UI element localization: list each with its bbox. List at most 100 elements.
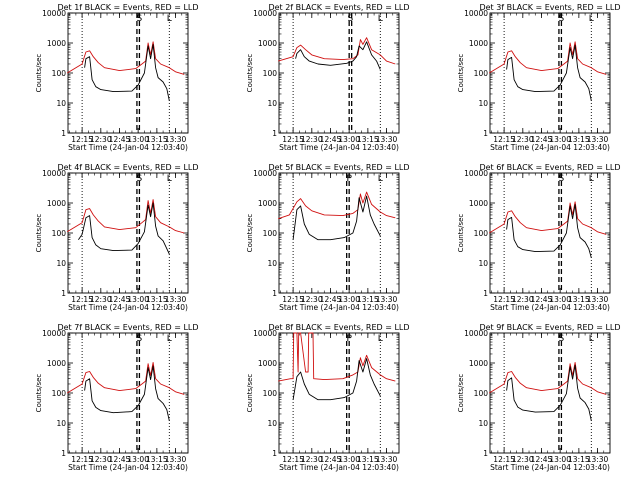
lld-series-line [66,199,185,234]
y-tick-label: 1 [61,289,66,298]
lld-series-line [488,201,607,235]
x-tick-label: 13:00 [338,455,360,464]
panel-1: Det 1f BLACK = Events, RED = LLD 1 10 100 10… [35,3,199,152]
plot-frame [67,12,189,134]
lld-series-line [66,361,185,395]
x-tick-label: 13:15 [146,295,168,304]
panel-4: Det 4f BLACK = Events, RED = LLD 1 10 100 10… [35,163,199,312]
panel-title: Det 6f BLACK = Events, RED = LLD [479,163,620,172]
lld-series-line [488,41,607,75]
plot-frame [489,332,611,454]
events-series-line [292,358,381,401]
y-axis-title: Counts/sec [246,374,254,413]
x-tick-label: 12:30 [90,135,112,144]
x-tick-label: 13:00 [127,295,149,304]
annotation-label: L [167,14,172,24]
x-tick-label: 13:30 [376,295,398,304]
y-tick-label: 10 [267,99,277,108]
y-tick-label: 10000 [253,329,277,338]
x-tick-label: 13:00 [127,455,149,464]
annotation-label: S [559,334,565,344]
x-tick-label: 13:15 [357,455,379,464]
x-tick-label: 12:15 [493,295,515,304]
events-series-line [506,364,592,421]
lld-series-line [278,37,396,65]
x-tick-label: 12:30 [90,295,112,304]
y-tick-label: 10000 [253,9,277,18]
x-tick-label: 12:45 [531,135,553,144]
y-tick-label: 10000 [464,329,488,338]
x-axis-title: Start Time (24-Jan-04 12:03:40) [68,463,188,472]
x-tick-label: 13:15 [357,295,379,304]
x-tick-label: 13:30 [587,295,609,304]
y-tick-label: 1 [272,289,277,298]
y-tick-label: 1 [272,129,277,138]
events-series-line [78,202,170,255]
x-tick-label: 12:45 [109,455,131,464]
plot-frame [278,12,400,134]
y-tick-label: 10 [56,99,66,108]
x-tick-label: 13:00 [127,135,149,144]
x-axis-title: Start Time (24-Jan-04 12:03:40) [68,143,188,152]
x-tick-label: 13:00 [549,295,571,304]
x-tick-label: 12:15 [71,135,93,144]
annotation-label: S [348,14,354,24]
y-tick-label: 1000 [258,199,277,208]
x-tick-label: 13:30 [376,455,398,464]
panel-title: Det 9f BLACK = Events, RED = LLD [479,323,620,332]
panel-9: Det 9f BLACK = Events, RED = LLD 1 10 100 10… [457,323,621,472]
y-tick-label: 1 [61,449,66,458]
y-tick-label: 1000 [47,39,66,48]
x-tick-label: 13:15 [357,135,379,144]
x-tick-label: 13:30 [165,455,187,464]
annotation-label: L [378,174,383,184]
x-tick-label: 12:45 [320,455,342,464]
x-tick-label: 12:45 [531,295,553,304]
y-tick-label: 10000 [464,169,488,178]
y-tick-label: 1 [483,449,488,458]
plot-frame [489,12,611,134]
x-tick-label: 13:30 [587,455,609,464]
panel-3: Det 3f BLACK = Events, RED = LLD 1 10 100 10… [457,3,621,152]
annotation-label: L [589,334,594,344]
y-tick-label: 10000 [42,9,66,18]
plot-frame [278,172,400,294]
y-tick-label: 10 [478,259,488,268]
lld-series-line [488,361,607,395]
y-tick-label: 1000 [469,199,488,208]
x-tick-label: 12:30 [512,135,534,144]
x-tick-label: 12:30 [512,295,534,304]
x-tick-label: 12:45 [320,295,342,304]
annotation-label: P [346,174,352,184]
x-tick-label: 12:15 [493,135,515,144]
x-tick-label: 12:15 [71,455,93,464]
x-axis-title: Start Time (24-Jan-04 12:03:40) [279,303,399,312]
x-tick-label: 13:00 [338,135,360,144]
y-tick-label: 1 [483,289,488,298]
x-tick-label: 13:15 [146,455,168,464]
x-tick-label: 13:15 [568,295,590,304]
x-tick-label: 13:00 [338,295,360,304]
annotation-label: L [378,14,383,24]
y-axis-title: Counts/sec [35,214,43,253]
y-axis-title: Counts/sec [246,54,254,93]
y-tick-label: 100 [474,389,489,398]
annotation-label: S [137,14,143,24]
y-axis-title: Counts/sec [457,214,465,253]
plot-frame [489,172,611,294]
x-tick-label: 13:30 [376,135,398,144]
annotation-label: S [559,174,565,184]
y-axis-title: Counts/sec [457,374,465,413]
annotation-label: L [378,334,383,344]
x-tick-label: 12:30 [512,455,534,464]
plot-frame [67,172,189,294]
x-axis-title: Start Time (24-Jan-04 12:03:40) [279,143,399,152]
x-tick-label: 12:45 [531,455,553,464]
y-tick-label: 10 [56,419,66,428]
x-tick-label: 12:30 [301,455,323,464]
x-tick-label: 13:00 [549,455,571,464]
x-tick-label: 13:15 [146,135,168,144]
annotation-label: S [137,174,143,184]
y-tick-label: 1 [61,129,66,138]
